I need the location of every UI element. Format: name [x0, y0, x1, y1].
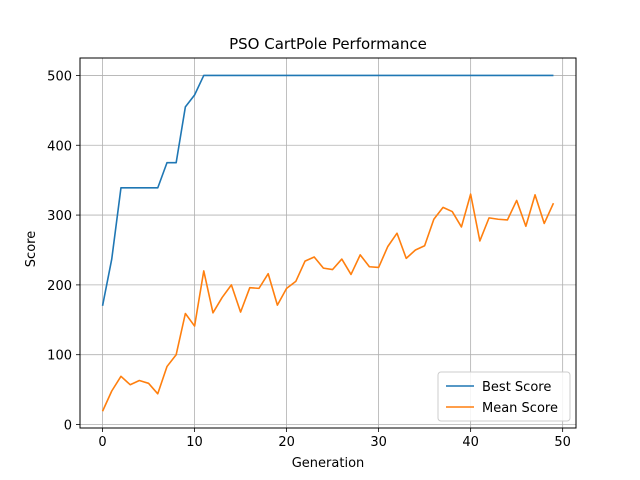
x-axis-title: Generation: [292, 456, 365, 471]
best-score-line: [101, 74, 554, 306]
x-tick-label: 0: [98, 435, 106, 450]
y-tick-label: 500: [47, 69, 72, 84]
legend: Best Score Mean Score: [437, 371, 571, 422]
x-tick-label: 10: [186, 435, 203, 450]
plot-area-frame: [79, 57, 577, 429]
x-tick-label: 20: [278, 435, 295, 450]
legend-label-best-score: Best Score: [482, 380, 551, 395]
grid: [80, 58, 576, 428]
legend-box: [437, 371, 571, 422]
y-tick-label: 100: [47, 349, 72, 364]
legend-label-mean-score: Mean Score: [482, 401, 558, 416]
y-tick-label: 0: [64, 419, 72, 434]
y-tick-label: 300: [47, 209, 72, 224]
x-tick-label: 30: [370, 435, 387, 450]
y-tick-label: 400: [47, 139, 72, 154]
y-tick-label: 200: [47, 279, 72, 294]
x-tick-label: 40: [462, 435, 479, 450]
x-tick-label: 50: [554, 435, 571, 450]
series-lines: [101, 74, 555, 412]
mean-score-line: [101, 193, 555, 412]
y-axis-title: Score: [24, 231, 39, 267]
chart-title: PSO CartPole Performance: [229, 35, 427, 53]
